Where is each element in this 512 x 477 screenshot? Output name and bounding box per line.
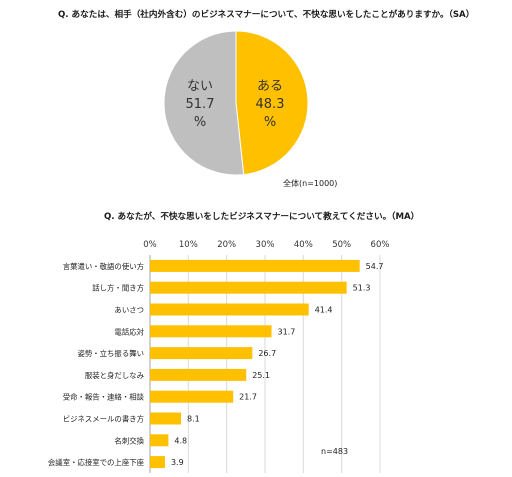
- x-tick-label: 50%: [332, 240, 351, 250]
- pie-label-unit-no: %: [194, 115, 206, 130]
- bar: [150, 456, 165, 469]
- bar-value-label: 21.7: [239, 393, 257, 402]
- bar: [150, 259, 360, 272]
- bar: [150, 325, 272, 338]
- pie-sample-size-note: 全体(n=1000): [283, 179, 338, 188]
- pie-label-name-yes: ある: [257, 79, 283, 94]
- category-label: 電話応対: [114, 327, 144, 336]
- bar-question-title: Q. あなたが、不快な思いをしたビジネスマナーについて教えてください。（MA）: [104, 212, 420, 222]
- bar-value-label: 4.8: [174, 436, 187, 445]
- bar: [150, 303, 309, 316]
- category-label: 名刺交換: [114, 436, 144, 445]
- bar-sample-size-note: n=483: [321, 447, 349, 456]
- pie-label-value-yes: 48.3: [256, 97, 285, 112]
- x-tick-label: 20%: [217, 240, 236, 250]
- category-label: ビジネスメールの書き方: [63, 415, 144, 424]
- bar: [150, 390, 234, 403]
- bar-value-label: 26.7: [258, 349, 276, 358]
- bar-value-label: 25.1: [252, 371, 270, 380]
- category-label: 服装と身だしなみ: [85, 371, 144, 380]
- category-label: あいさつ: [114, 306, 144, 315]
- pie-slice-yes: [235, 30, 309, 176]
- x-tick-label: 10%: [179, 240, 198, 250]
- pie-label-value-no: 51.7: [186, 97, 215, 112]
- x-tick-label: 30%: [256, 240, 275, 250]
- pie-question-title: Q. あなたは、相手（社内外含む）のビジネスマナーについて、不快な思いをしたこと…: [58, 10, 475, 20]
- bar-value-label: 51.3: [353, 284, 371, 293]
- x-tick-label: 0%: [143, 240, 157, 250]
- x-tick-label: 40%: [294, 240, 313, 250]
- bar-value-label: 3.9: [171, 458, 184, 467]
- pie-slice-no: [163, 30, 245, 176]
- bar: [150, 368, 247, 381]
- category-label: 言葉遣い・敬語の使い方: [63, 262, 144, 271]
- bar-value-label: 54.7: [366, 262, 384, 271]
- bar: [150, 281, 347, 294]
- category-label: 姿勢・立ち振る舞い: [77, 349, 144, 358]
- bar-value-label: 31.7: [278, 327, 296, 336]
- bar: [150, 434, 169, 447]
- bar: [150, 412, 182, 425]
- category-label: 受命・報告・連絡・相談: [63, 393, 145, 402]
- bar-value-label: 8.1: [187, 415, 200, 424]
- bar: [150, 347, 253, 360]
- pie-label-name-no: ない: [187, 79, 213, 94]
- category-label: 会議室・応接室での上座下座: [48, 458, 145, 467]
- bar-value-label: 41.4: [315, 306, 333, 315]
- pie-chart: ある 48.3% ない 51.7%: [163, 30, 309, 176]
- category-label: 話し方・聞き方: [92, 284, 144, 293]
- pie-label-unit-yes: %: [264, 115, 276, 130]
- x-tick-label: 60%: [371, 240, 390, 250]
